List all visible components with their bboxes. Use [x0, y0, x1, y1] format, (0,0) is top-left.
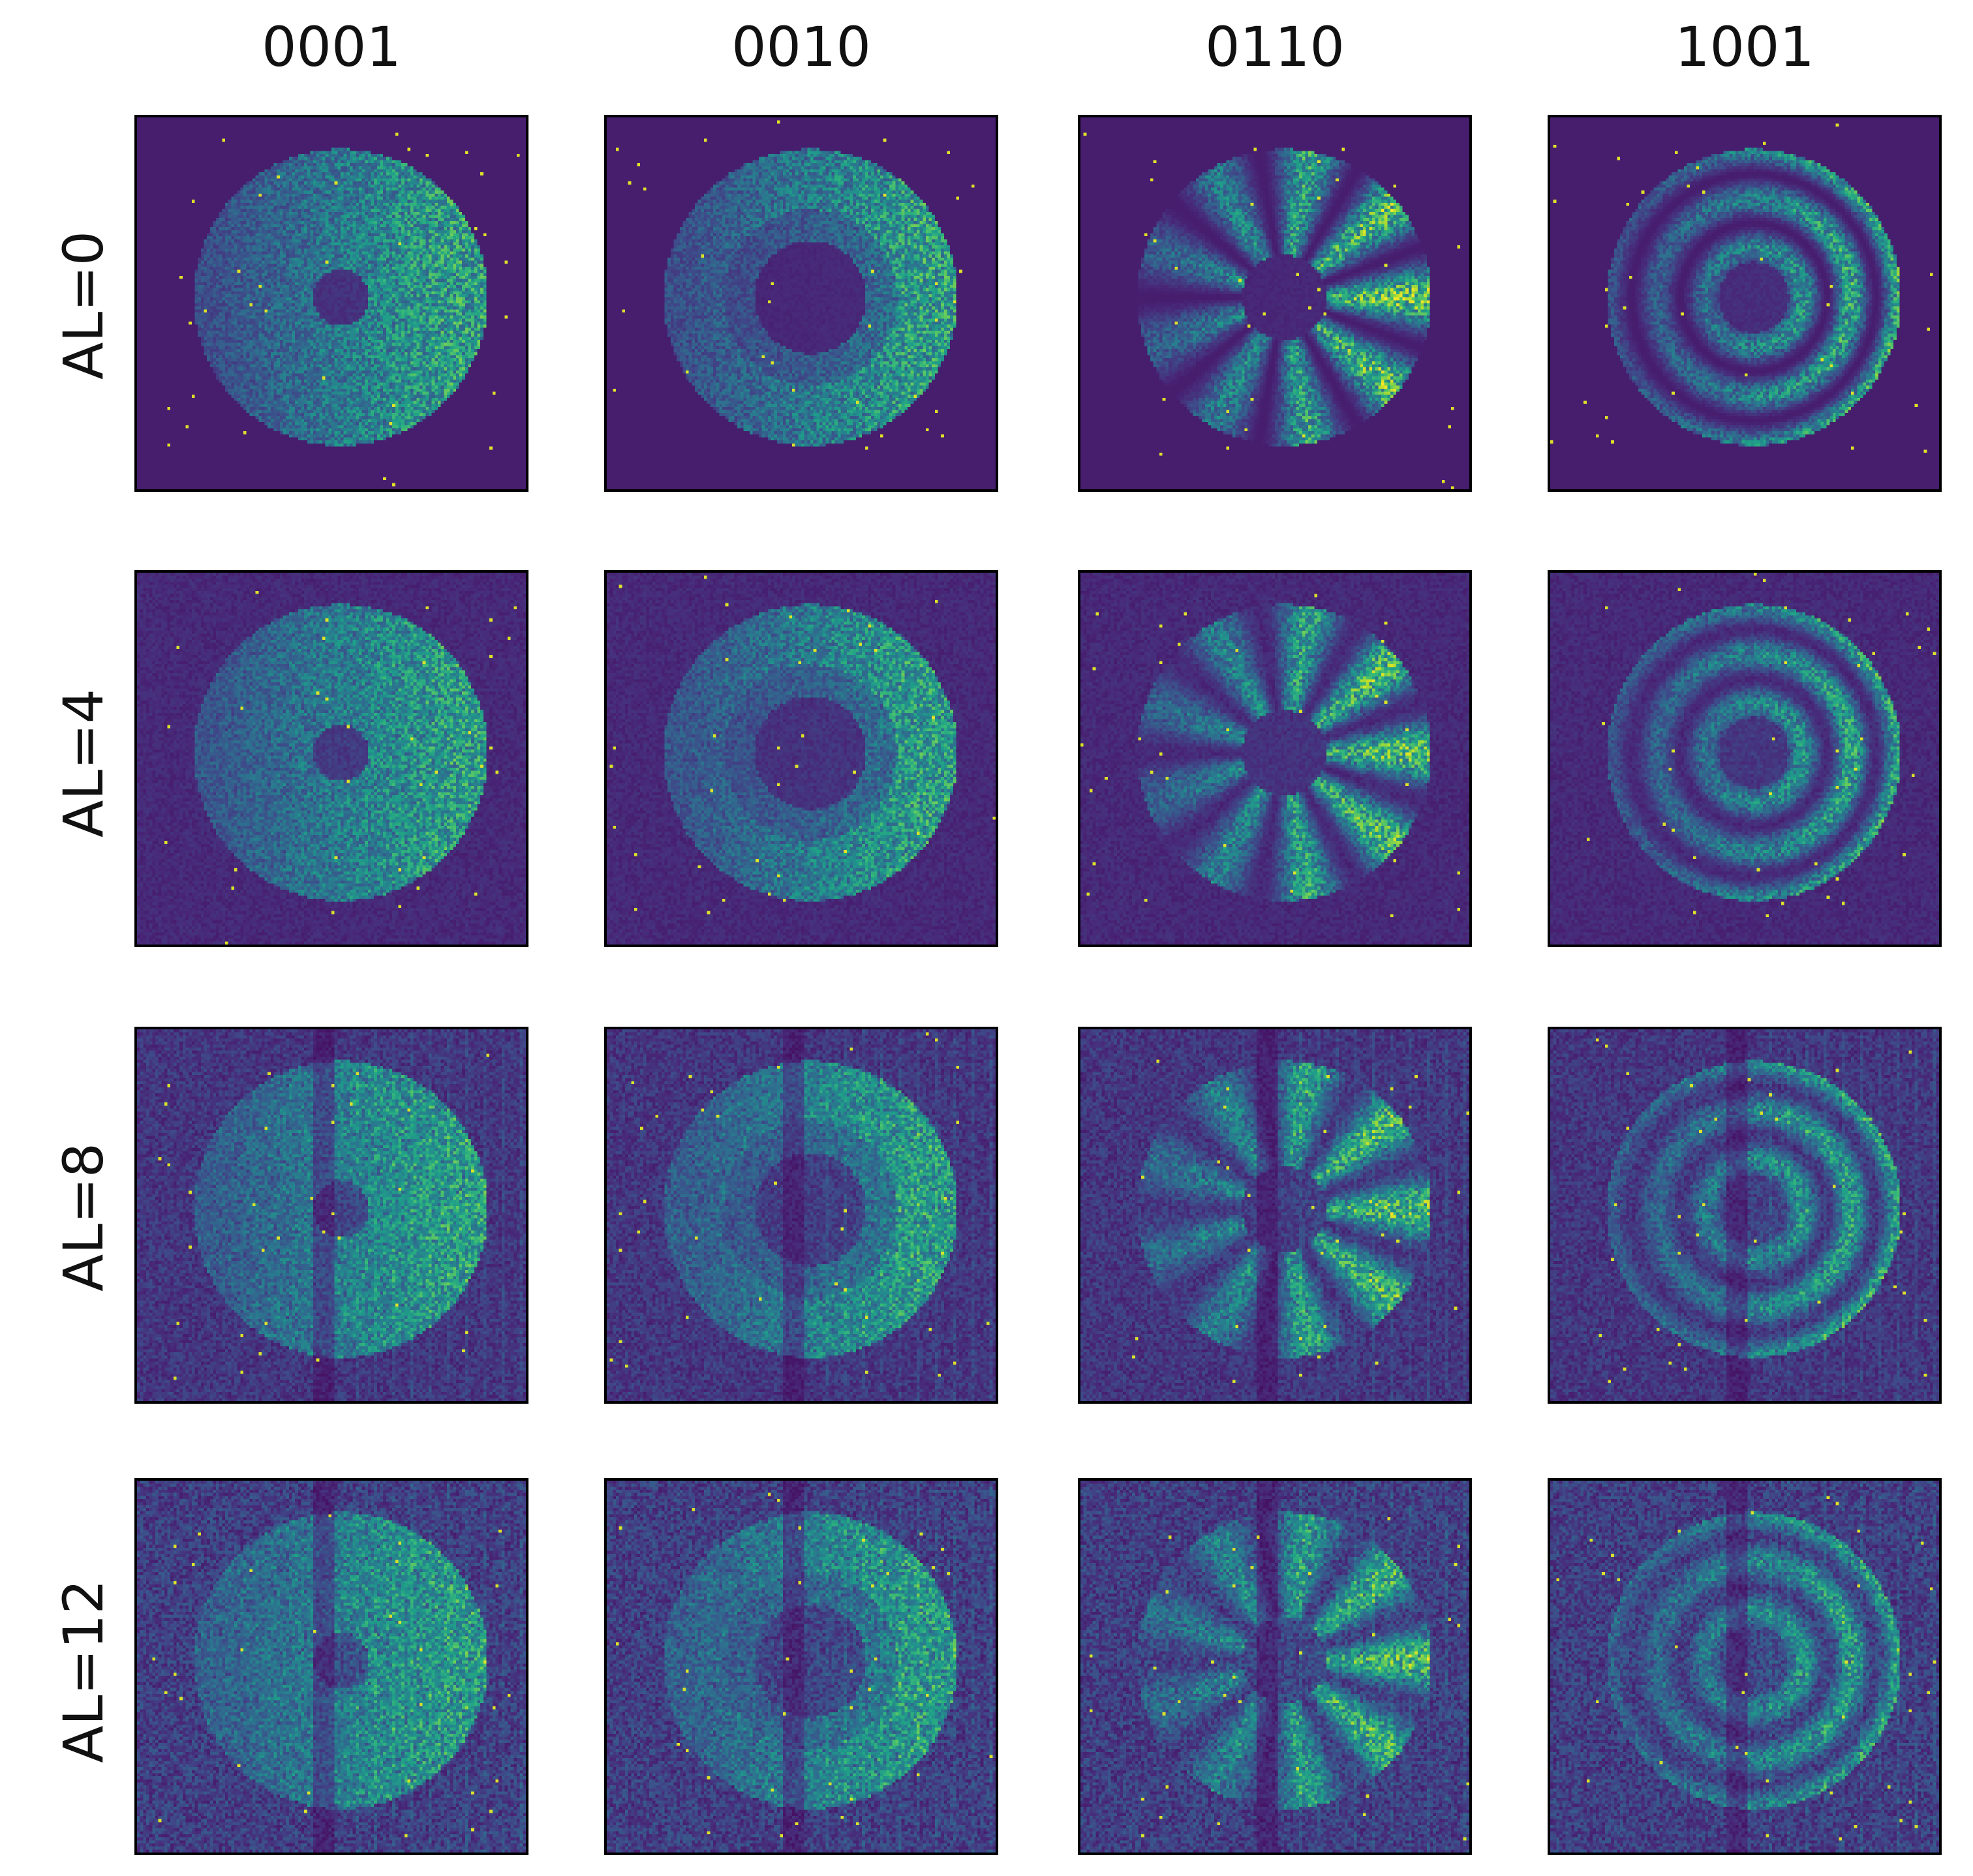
heatmap-panel	[1548, 115, 1942, 492]
heatmap-panel	[604, 1478, 998, 1855]
row-label-al12: AL=12	[52, 1579, 115, 1763]
column-title-0110: 0110	[1205, 15, 1345, 79]
heatmap-panel	[1078, 1027, 1472, 1404]
column-title-1001: 1001	[1675, 15, 1814, 79]
heatmap-panel	[134, 570, 528, 947]
heatmap-panel	[1078, 570, 1472, 947]
heatmap-panel	[134, 115, 528, 492]
heatmap-panel	[1548, 570, 1942, 947]
heatmap-panel	[1548, 1478, 1942, 1855]
heatmap-panel	[604, 115, 998, 492]
row-label-al4: AL=4	[52, 688, 115, 838]
heatmap-panel	[604, 1027, 998, 1404]
row-label-al8: AL=8	[52, 1142, 115, 1292]
heatmap-panel	[134, 1027, 528, 1404]
column-title-0010: 0010	[731, 15, 871, 79]
heatmap-panel	[1548, 1027, 1942, 1404]
heatmap-panel	[1078, 1478, 1472, 1855]
heatmap-panel	[1078, 115, 1472, 492]
heatmap-panel	[134, 1478, 528, 1855]
column-title-0001: 0001	[262, 15, 401, 79]
row-label-al0: AL=0	[52, 230, 115, 380]
heatmap-panel	[604, 570, 998, 947]
